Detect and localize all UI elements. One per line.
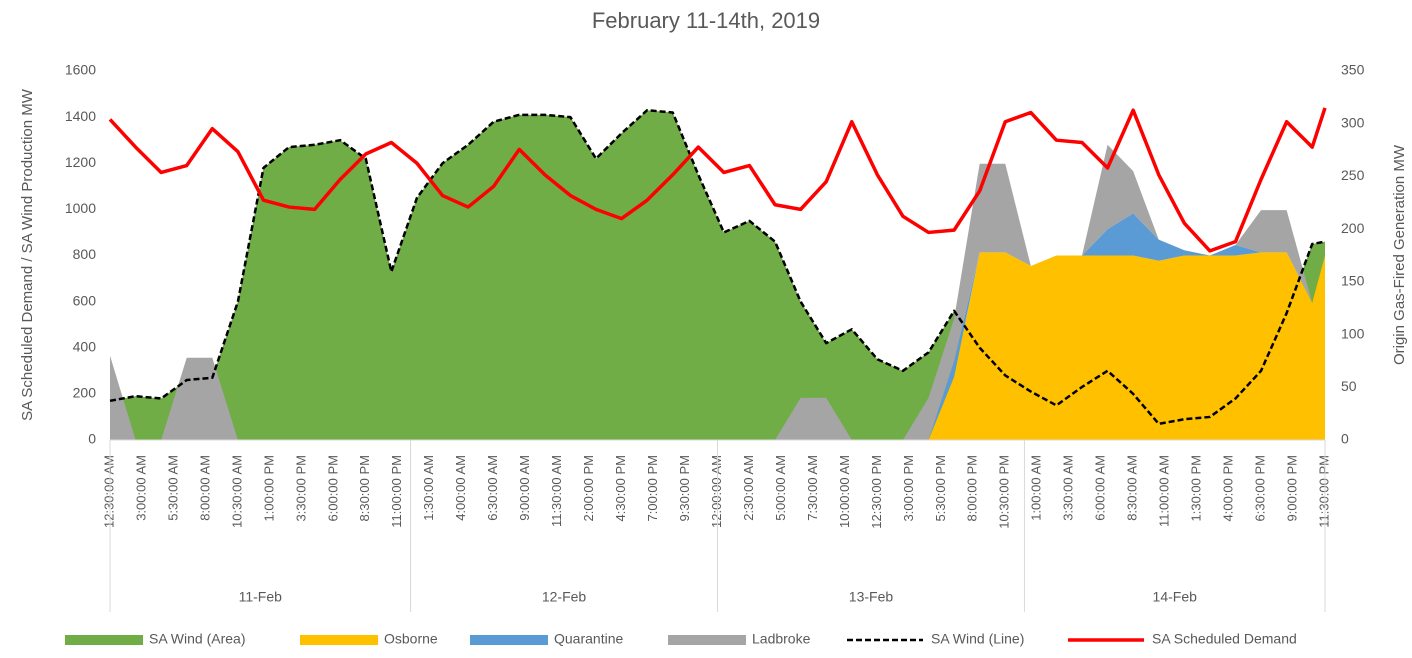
x-tick-label: 3:30:00 PM: [293, 455, 308, 522]
x-tick-label: 6:00:00 PM: [325, 455, 340, 522]
x-tick-label: 1:00:00 PM: [261, 455, 276, 522]
y2-tick-label: 100: [1341, 325, 1365, 341]
x-tick-label: 11:00:00 PM: [389, 455, 404, 528]
x-tick-label: 10:30:00 PM: [997, 455, 1012, 529]
y2-tick-label: 250: [1341, 167, 1365, 183]
x-tick-label: 3:00:00 PM: [901, 455, 916, 522]
legend-label: Osborne: [384, 631, 438, 647]
x-tick-label: 8:30:00 AM: [1125, 455, 1140, 521]
y-tick-label: 1200: [65, 154, 96, 170]
x-tick-label: 9:30:00 PM: [677, 455, 692, 522]
legend-label: Quarantine: [554, 631, 623, 647]
legend-swatch: [300, 635, 378, 645]
x-tick-label: 1:30:00 PM: [1189, 455, 1204, 522]
day-label: 11-Feb: [239, 589, 283, 605]
y2-tick-label: 50: [1341, 378, 1357, 394]
x-tick-label: 4:00:00 AM: [453, 455, 468, 521]
x-tick-label: 5:30:00 AM: [165, 455, 180, 521]
area: [110, 110, 1325, 441]
x-tick-label: 1:30:00 AM: [421, 455, 436, 521]
x-tick-label: 2:00:00 PM: [581, 455, 596, 522]
day-label: 12-Feb: [542, 589, 587, 605]
x-tick-label: 12:30:00 PM: [869, 455, 884, 529]
x-tick-label: 11:30:00 PM: [1316, 455, 1331, 528]
y-tick-label: 800: [73, 246, 97, 262]
line: [108, 107, 1327, 253]
x-tick-label: 5:30:00 PM: [933, 455, 948, 522]
day-label: 13-Feb: [849, 589, 894, 605]
line: [109, 108, 1326, 426]
x-tick-label: 6:30:00 PM: [1252, 455, 1267, 522]
x-tick-label: 9:00:00 AM: [517, 455, 532, 521]
x-tick-label: 7:00:00 PM: [645, 455, 660, 522]
x-tick-label: 2:30:00 AM: [741, 455, 756, 521]
y-tick-label: 200: [73, 385, 97, 401]
legend-label: SA Wind (Area): [149, 631, 245, 647]
legend-label: SA Scheduled Demand: [1152, 631, 1297, 647]
x-tick-label: 10:30:00 AM: [229, 455, 244, 528]
x-tick-label: 4:30:00 PM: [613, 455, 628, 522]
chart-title: February 11-14th, 2019: [592, 8, 820, 33]
y-tick-label: 600: [73, 292, 97, 308]
x-tick-label: 12:30:00 AM: [101, 455, 116, 528]
x-tick-label: 8:00:00 PM: [965, 455, 980, 522]
x-tick-label: 9:00:00 PM: [1284, 455, 1299, 522]
legend-swatch: [668, 635, 746, 645]
x-tick-label: 5:00:00 AM: [773, 455, 788, 521]
y-tick-label: 1400: [65, 108, 96, 124]
legend-label: SA Wind (Line): [931, 631, 1024, 647]
y-axis-title: SA Scheduled Demand / SA Wind Production…: [19, 88, 36, 421]
x-tick-label: 8:00:00 AM: [197, 455, 212, 521]
x-tick-label: 12:00:00 AM: [709, 455, 724, 528]
y2-axis-title: Origin Gas-Fired Generation MW: [1391, 144, 1408, 365]
x-tick-label: 1:00:00 AM: [1029, 455, 1044, 521]
y2-tick-label: 350: [1341, 62, 1365, 78]
x-tick-label: 3:30:00 AM: [1061, 455, 1076, 521]
legend-label: Ladbroke: [752, 631, 811, 647]
y-tick-label: 1600: [65, 62, 96, 78]
day-label: 14-Feb: [1153, 589, 1198, 605]
x-tick-label: 6:30:00 AM: [485, 455, 500, 521]
x-tick-label: 7:30:00 AM: [805, 455, 820, 521]
x-tick-label: 8:30:00 PM: [357, 455, 372, 522]
y-tick-label: 400: [73, 338, 97, 354]
legend-swatch: [470, 635, 548, 645]
y2-tick-label: 300: [1341, 114, 1365, 130]
y2-tick-label: 0: [1341, 431, 1349, 447]
x-tick-label: 3:00:00 AM: [133, 455, 148, 521]
y-tick-label: 1000: [65, 200, 96, 216]
area: [110, 252, 1325, 440]
y-tick-label: 0: [88, 431, 96, 447]
x-tick-label: 6:00:00 AM: [1093, 455, 1108, 521]
y2-tick-label: 150: [1341, 273, 1365, 289]
x-tick-label: 4:00:00 PM: [1221, 455, 1236, 522]
y2-tick-label: 200: [1341, 220, 1365, 236]
legend-swatch: [65, 635, 143, 645]
x-tick-label: 11:30:00 AM: [549, 455, 564, 527]
x-tick-label: 11:00:00 AM: [1157, 455, 1172, 527]
x-tick-label: 10:00:00 AM: [837, 455, 852, 528]
